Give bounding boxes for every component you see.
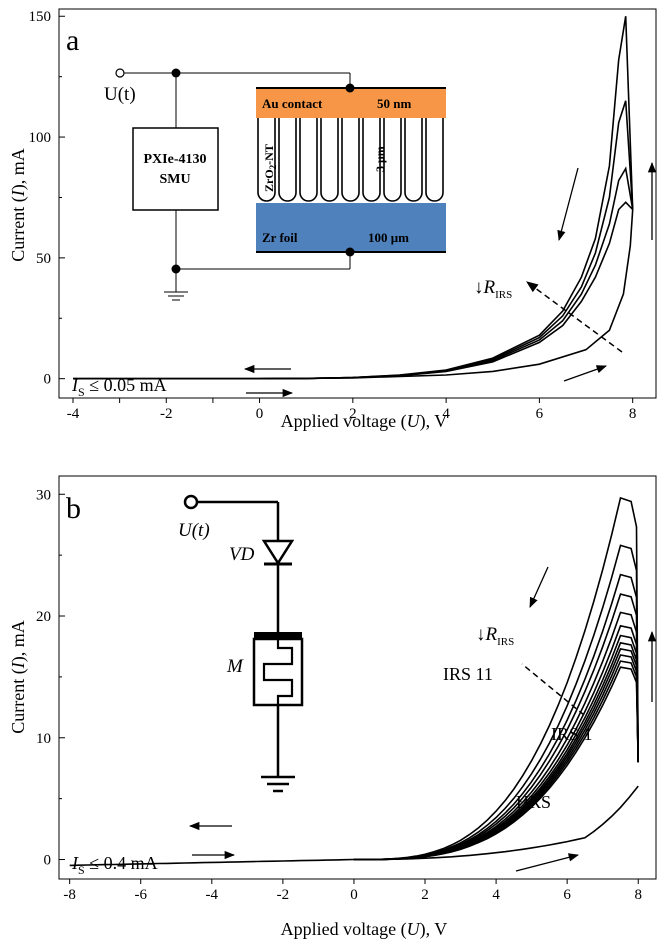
source-terminal-icon bbox=[116, 69, 124, 77]
memristor-label: M bbox=[226, 656, 244, 677]
contact-node-icon bbox=[346, 84, 355, 93]
panel-b-x-axis-label: Applied voltage (U), V bbox=[281, 919, 448, 940]
panel-a-y-axis: 0 50 100 150 bbox=[29, 9, 66, 387]
series-label-hrs: HRS bbox=[516, 792, 551, 812]
y-tick-label: 0 bbox=[44, 853, 52, 869]
panel-b-inset-schematic: U(t) VD M bbox=[178, 496, 302, 791]
panel-b-sweep-arrow-down bbox=[530, 567, 548, 607]
series-label-irs-1: IRS 1 bbox=[551, 724, 593, 744]
smu-line-1: PXIe-4130 bbox=[144, 152, 207, 167]
y-tick-label: 10 bbox=[36, 731, 51, 747]
foil-node-icon bbox=[346, 248, 355, 257]
x-tick-label: -2 bbox=[160, 406, 173, 422]
x-tick-label: -4 bbox=[206, 887, 219, 903]
panel-a-inset-schematic: PXIe-4130 SMU U(t) Au contact 50 nm Zr f… bbox=[104, 69, 446, 301]
x-tick-label: 0 bbox=[350, 887, 358, 903]
panel-b-plot-frame bbox=[59, 476, 656, 879]
panel-b-y-axis-label: Current (I), mA bbox=[8, 620, 29, 733]
panel-b-x-axis: -8 -4 0 4 8 -6 -2 2 6 bbox=[63, 879, 642, 903]
panel-a-x-axis-label: Applied voltage (U), V bbox=[281, 411, 448, 432]
x-tick-label: 0 bbox=[256, 406, 264, 422]
y-tick-label: 30 bbox=[36, 487, 51, 503]
series-label-irs-11: IRS 11 bbox=[443, 664, 493, 684]
panel-b-y-axis: 0 10 20 30 bbox=[36, 487, 65, 868]
panel-b-source-label: U(t) bbox=[178, 520, 210, 541]
x-tick-label: 6 bbox=[536, 406, 544, 422]
panel-b-sweep-arrow-up-right bbox=[516, 855, 578, 871]
x-tick-label: 8 bbox=[634, 887, 642, 903]
x-tick-label: -2 bbox=[277, 887, 290, 903]
y-tick-label: 20 bbox=[36, 609, 51, 625]
panel-b-r-irs-trend-line bbox=[522, 664, 584, 715]
panel-a-r-irs-label: ↓RIRS bbox=[474, 277, 512, 301]
y-tick-label: 150 bbox=[29, 9, 52, 25]
panel-b-chart: b 0 10 20 30 -8 -4 0 4 8 -6 -2 2 6 Applied voltage … bbox=[8, 476, 656, 940]
diode-label: VD bbox=[229, 544, 255, 565]
panel-a-y-axis-label: Current (I), mA bbox=[8, 148, 29, 261]
x-tick-label: -8 bbox=[63, 887, 76, 903]
zr-foil-thickness: 100 μm bbox=[368, 230, 409, 245]
x-tick-label: -4 bbox=[67, 406, 80, 422]
au-contact-label: Au contact bbox=[262, 96, 323, 111]
panel-a-compliance-label: IS ≤ 0.05 mA bbox=[71, 375, 167, 399]
panel-a-label: a bbox=[66, 24, 79, 57]
panel-b-label: b bbox=[66, 492, 81, 525]
x-tick-label: 2 bbox=[421, 887, 429, 903]
panel-b-curves bbox=[70, 498, 639, 866]
smu-box bbox=[133, 128, 218, 210]
diode-icon bbox=[264, 541, 292, 563]
x-tick-label: 8 bbox=[629, 406, 637, 422]
y-tick-label: 100 bbox=[29, 130, 52, 146]
nanotube-layer bbox=[256, 118, 446, 203]
y-tick-label: 50 bbox=[36, 251, 51, 267]
au-contact-thickness: 50 nm bbox=[377, 96, 411, 111]
x-tick-label: 6 bbox=[563, 887, 571, 903]
panel-a-source-label: U(t) bbox=[104, 84, 136, 105]
source-terminal-icon bbox=[185, 496, 197, 508]
panel-a-sweep-arrow-up-right bbox=[564, 366, 606, 381]
nanotube-thickness: 3 μm bbox=[373, 146, 387, 172]
x-tick-label: 4 bbox=[492, 887, 500, 903]
panel-a-sweep-arrow-down bbox=[559, 168, 578, 240]
smu-line-2: SMU bbox=[159, 172, 190, 187]
panel-b-r-irs-label: ↓RIRS bbox=[476, 624, 514, 648]
zr-foil-label: Zr foil bbox=[262, 230, 298, 245]
x-tick-label: -6 bbox=[134, 887, 147, 903]
y-tick-label: 0 bbox=[44, 372, 52, 388]
panel-b-compliance-label: IS ≤ 0.4 mA bbox=[71, 853, 158, 877]
